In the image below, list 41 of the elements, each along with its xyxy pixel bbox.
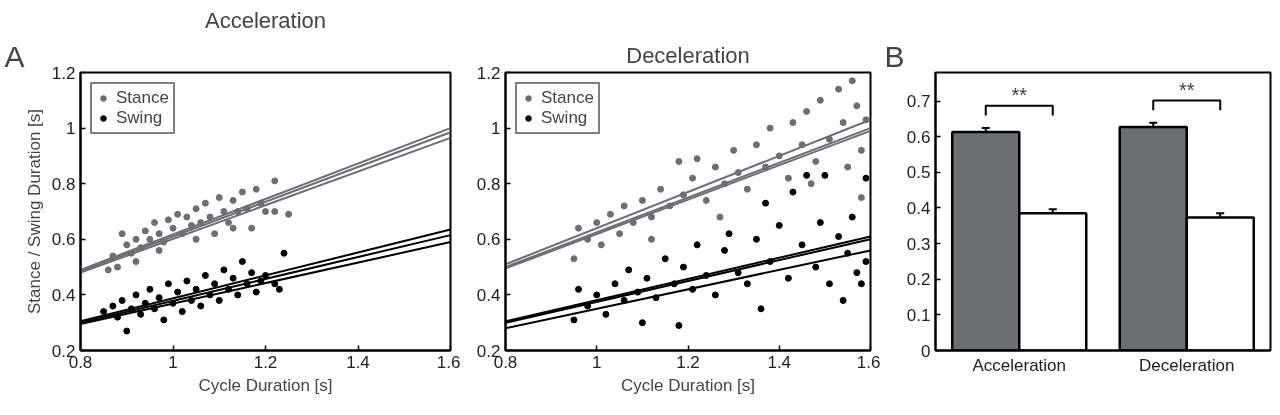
x-axis-title: Cycle Duration [s] <box>620 375 756 395</box>
y-tick-label: 1.2 <box>51 63 76 83</box>
y-tick-label: 0.3 <box>906 234 931 254</box>
y-axis-title: Stance / Swing Duration [s] <box>24 108 44 315</box>
y-tick-label: 0.8 <box>51 174 76 194</box>
y-tick-label: 0.5 <box>906 163 931 183</box>
x-tick-label: Acceleration <box>972 355 1067 375</box>
y-tick-label: 0.7 <box>906 92 931 112</box>
x-tick-label: 1.2 <box>253 352 278 372</box>
x-tick-label: 1.6 <box>856 352 881 372</box>
x-tick-label: 1.6 <box>436 352 461 372</box>
legend-label: Swing <box>541 108 588 128</box>
x-tick-label: 1 <box>168 352 178 372</box>
legend-label: Stance <box>541 88 594 108</box>
annotation: ** <box>1011 83 1028 106</box>
y-tick-label: 1.2 <box>476 63 501 83</box>
x-axis-title: Cycle Duration [s] <box>198 375 333 395</box>
y-tick-label: 1 <box>491 119 501 139</box>
chart-title: Acceleration <box>204 7 327 33</box>
chart-title: Deceleration <box>626 42 750 68</box>
x-tick-label: 1.4 <box>767 352 792 372</box>
legend-label: Swing <box>116 108 163 128</box>
x-tick-label: 1.4 <box>346 352 370 372</box>
text: A <box>4 39 25 73</box>
x-tick-label: 1 <box>592 352 602 372</box>
legend-label: Stance <box>116 88 169 108</box>
y-tick-label: 0.6 <box>51 230 76 250</box>
y-tick-label: 0.1 <box>906 305 931 325</box>
y-tick-label: 1 <box>66 119 76 139</box>
x-tick-label: 1.2 <box>676 352 700 372</box>
y-tick-label: 0.2 <box>906 270 931 290</box>
y-tick-label: 0 <box>921 341 931 361</box>
y-tick-label: 0.4 <box>51 285 76 305</box>
y-tick-label: 0.4 <box>906 198 931 218</box>
x-tick-label: Deceleration <box>1139 355 1235 375</box>
y-tick-label: 0.6 <box>906 127 931 147</box>
y-tick-label: 0.4 <box>476 285 501 305</box>
y-tick-label: 0.6 <box>476 230 501 250</box>
y-tick-label: 0.8 <box>476 174 501 194</box>
annotation: ** <box>1178 78 1195 101</box>
text: B <box>884 39 905 73</box>
